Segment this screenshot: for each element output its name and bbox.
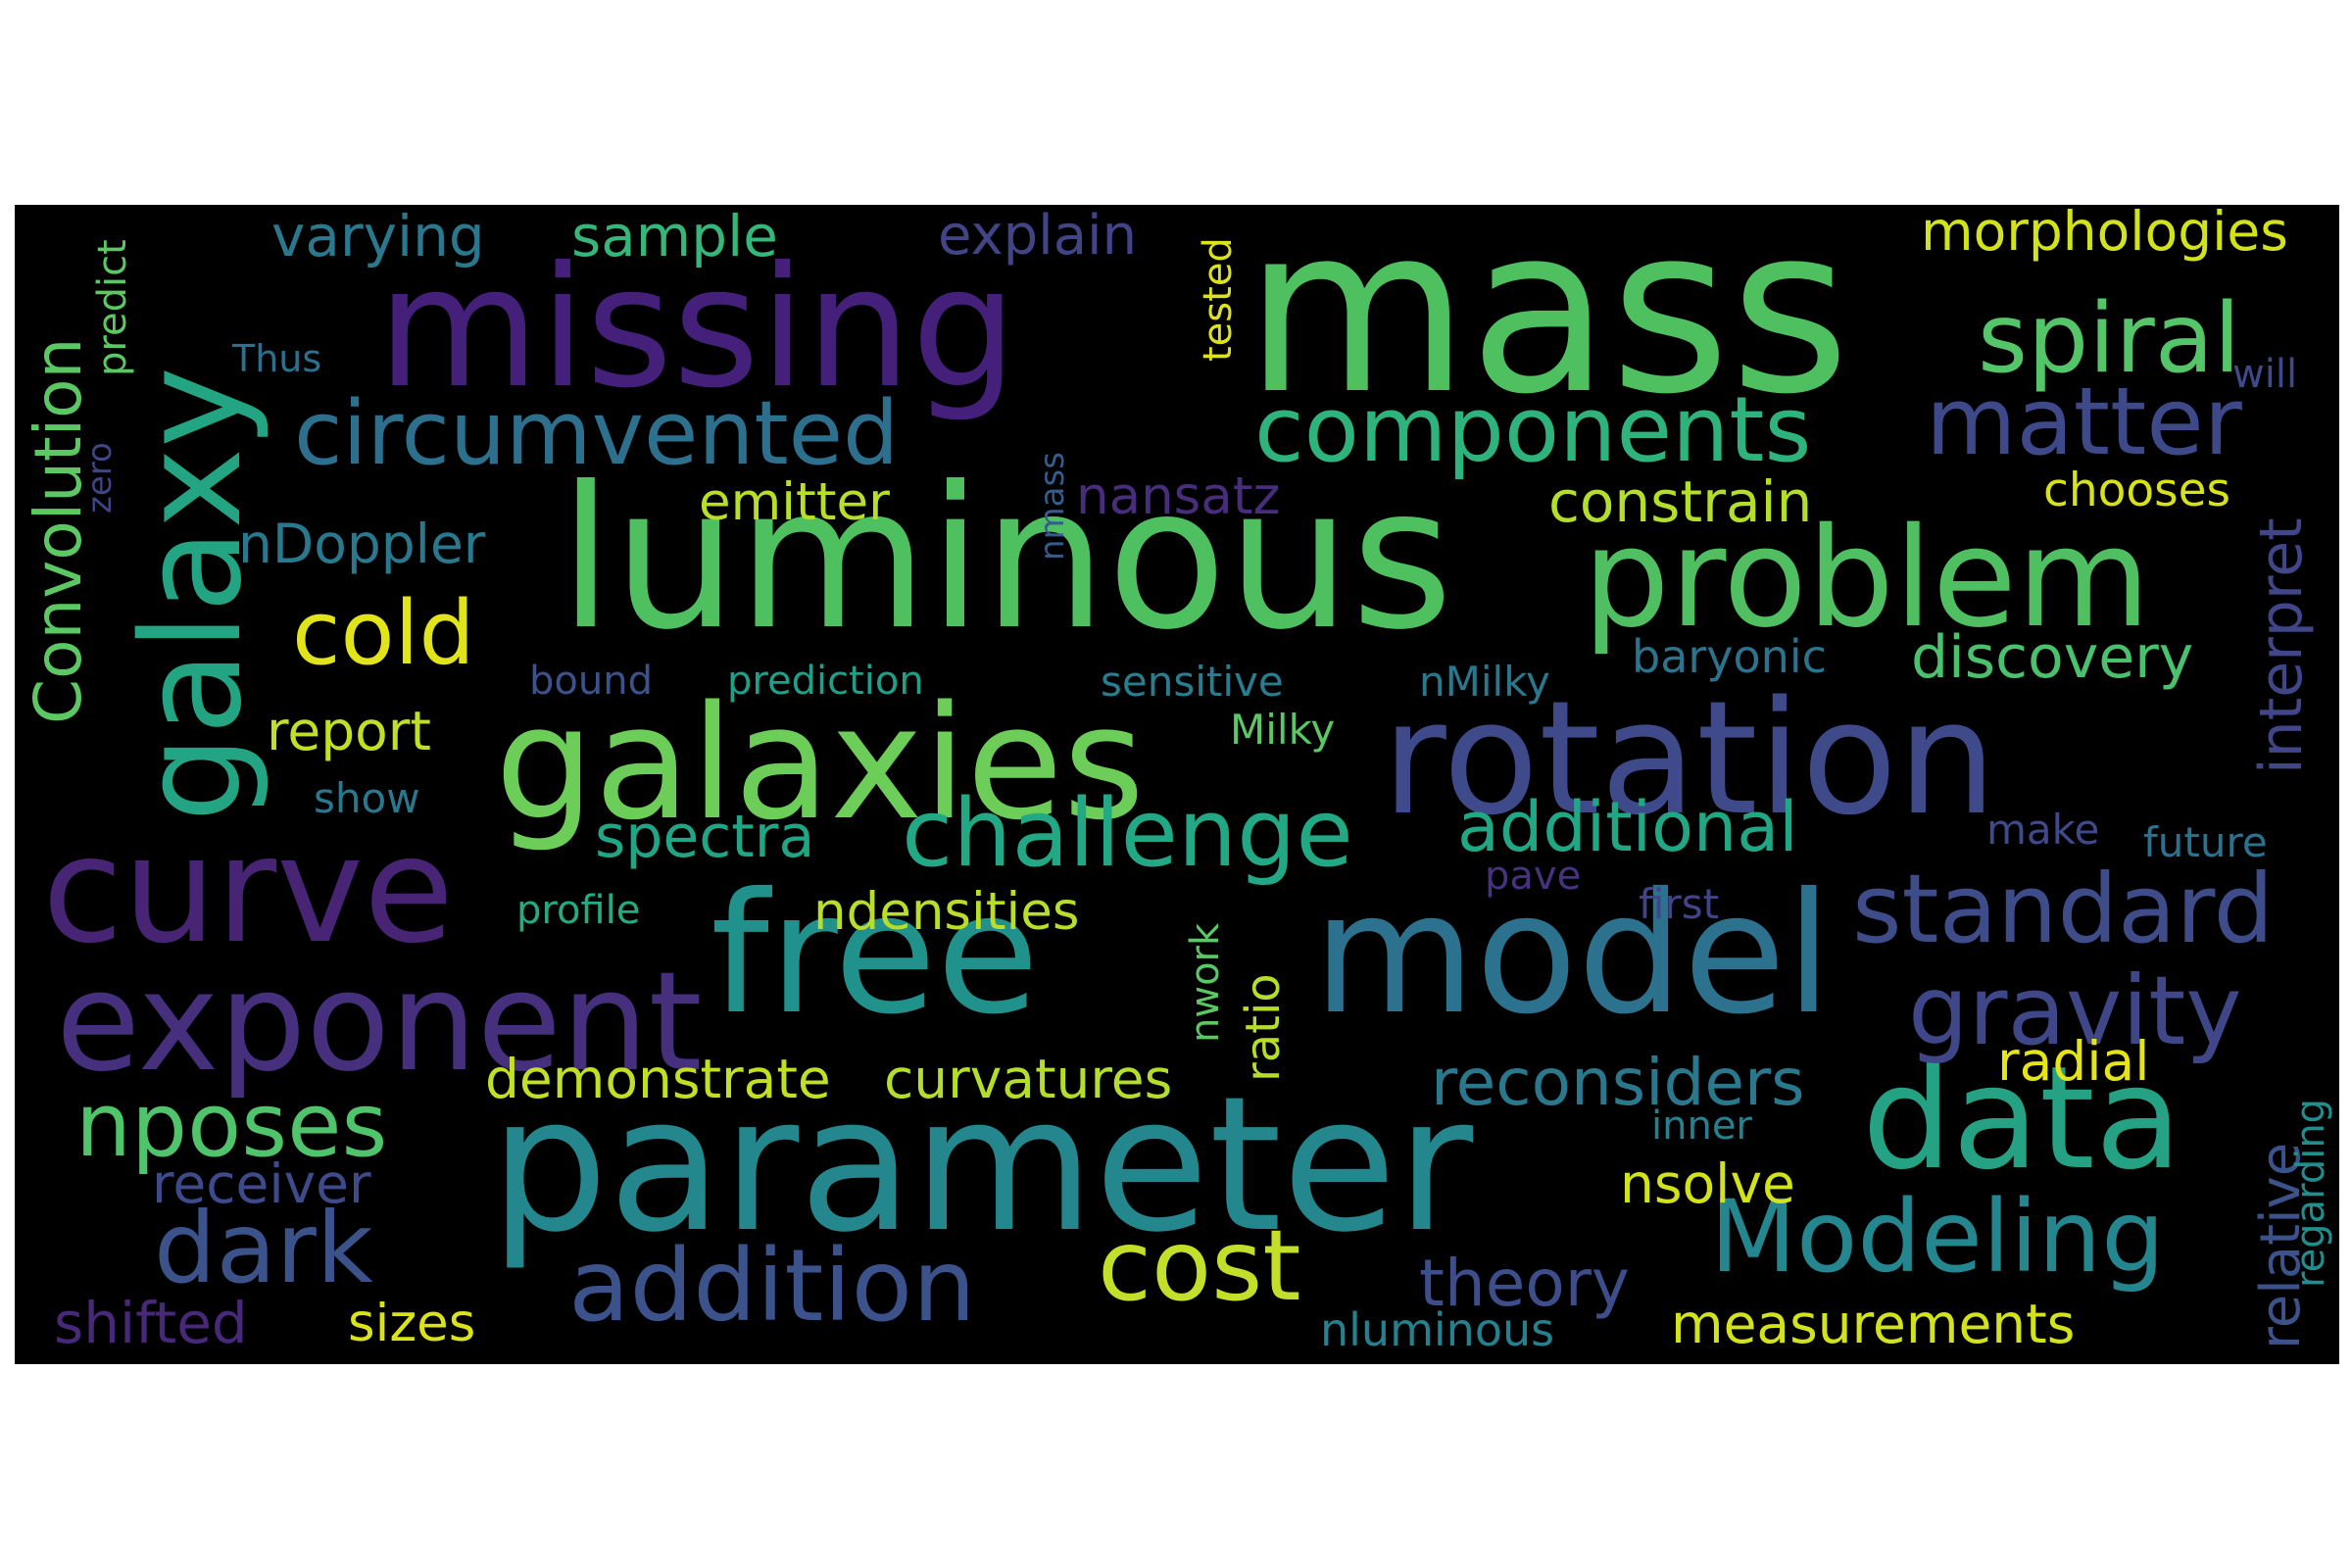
word-exponent: exponent	[56, 943, 703, 1102]
word-regarding: regarding	[2288, 1098, 2333, 1288]
word-measurements: measurements	[1671, 1293, 2076, 1355]
word-dark: dark	[154, 1191, 373, 1305]
word-emitter: emitter	[699, 472, 890, 532]
word-matter: matter	[1926, 368, 2242, 476]
word-radial: radial	[1997, 1030, 2150, 1093]
word-baryonic: baryonic	[1632, 630, 1827, 683]
word-sample: sample	[571, 205, 778, 270]
word-future: future	[2143, 818, 2268, 866]
word-mass: mass	[1245, 205, 1850, 445]
word-report: report	[267, 700, 431, 762]
word-reconsiders: reconsiders	[1431, 1045, 1805, 1120]
word-standard: standard	[1852, 854, 2275, 964]
word-milky: Milky	[1230, 706, 1336, 754]
word-nluminous: nluminous	[1320, 1303, 1555, 1356]
word-nmilky: nMilky	[1419, 658, 1550, 706]
word-interpret: interpret	[2247, 517, 2316, 774]
word-model: model	[1313, 858, 1833, 1052]
word-morphologies: morphologies	[1921, 205, 2288, 263]
word-thus: Thus	[232, 337, 322, 380]
word-first: first	[1639, 880, 1720, 928]
word-explain: explain	[938, 205, 1138, 268]
word-free: free	[710, 858, 1040, 1052]
word-problem: problem	[1583, 499, 2151, 659]
word-will: will	[2232, 352, 2298, 397]
word-galaxies: galaxies	[495, 671, 1146, 855]
word-missing: missing	[377, 231, 1017, 425]
word-varying: varying	[271, 205, 485, 270]
word-additional: additional	[1457, 787, 1798, 867]
word-chooses: chooses	[2043, 464, 2231, 517]
word-cost: cost	[1098, 1208, 1301, 1323]
word-tested: tested	[1196, 237, 1241, 362]
word-receiver: receiver	[152, 1152, 371, 1215]
word-data: data	[1862, 1036, 2182, 1201]
word-curve: curve	[42, 806, 455, 976]
word-challenge: challenge	[902, 780, 1353, 888]
word-curvatures: curvatures	[884, 1048, 1173, 1110]
word-rotation: rotation	[1382, 666, 1997, 850]
word-ndensities: ndensities	[813, 882, 1080, 942]
word-constrain: constrain	[1548, 468, 1813, 535]
word-nsolve: nsolve	[1620, 1152, 1795, 1215]
word-modeling: Modeling	[1710, 1179, 2165, 1296]
word-convolution: Convolution	[21, 337, 96, 724]
word-sizes: sizes	[348, 1294, 476, 1353]
word-bound: bound	[529, 659, 653, 704]
word-inner: inner	[1651, 1103, 1752, 1149]
word-ndoppler: nDoppler	[238, 513, 486, 575]
word-shifted: shifted	[54, 1290, 248, 1356]
word-spiral: spiral	[1978, 283, 2241, 395]
word-nwork: nwork	[1183, 922, 1228, 1043]
word-ratio: ratio	[1236, 973, 1291, 1082]
word-sensitive: sensitive	[1101, 658, 1284, 706]
word-galaxy: galaxy	[113, 366, 272, 822]
word-nmass: nmass	[1033, 452, 1072, 561]
word-circumvented: circumvented	[294, 382, 900, 485]
word-predict: predict	[90, 239, 135, 376]
word-prediction: prediction	[727, 659, 924, 704]
word-addition: addition	[568, 1228, 976, 1345]
word-show: show	[314, 774, 420, 822]
word-gravity: gravity	[1908, 956, 2242, 1066]
word-discovery: discovery	[1911, 623, 2194, 692]
word-demonstrate: demonstrate	[485, 1048, 831, 1110]
word-cloud: mass missing luminous problem galaxy gal…	[15, 205, 2339, 1364]
word-luminous: luminous	[559, 445, 1453, 673]
word-components: components	[1254, 377, 1812, 482]
word-nansatz: nansatz	[1076, 466, 1281, 526]
word-spectra: spectra	[595, 803, 815, 871]
word-make: make	[1986, 806, 2100, 854]
word-theory: theory	[1419, 1246, 1630, 1321]
word-profile: profile	[516, 888, 641, 933]
word-parameter: parameter	[490, 1056, 1474, 1273]
word-zero: zero	[80, 442, 120, 514]
word-cold: cold	[292, 582, 475, 685]
word-pave: pave	[1485, 854, 1582, 899]
word-nposes: nposes	[75, 1074, 388, 1177]
